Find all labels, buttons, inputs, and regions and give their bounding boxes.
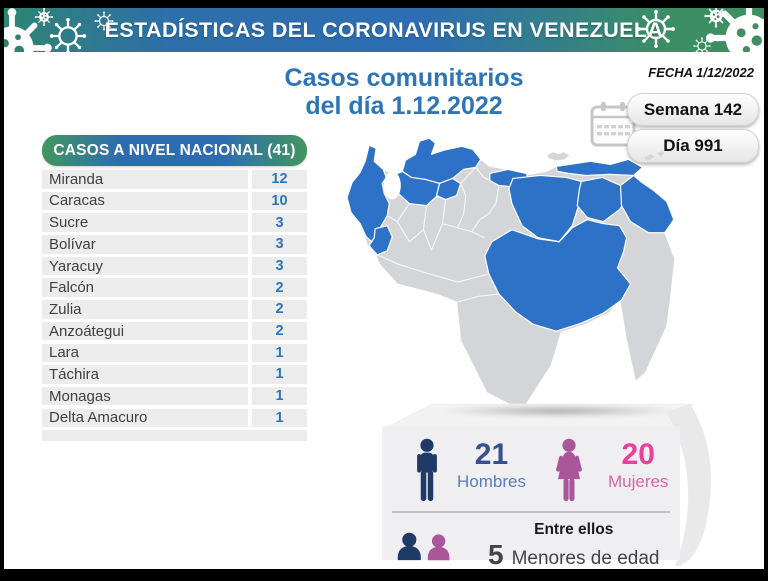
minors-line2: 5 Menores de edad [488, 539, 659, 569]
state-cases: 3 [252, 235, 307, 254]
table-row: Delta Amacuro 1 [42, 408, 307, 428]
date-label: FECHA 1/12/2022 [648, 65, 754, 80]
page-title: ESTADÍSTICAS DEL CORONAVIRUS EN VENEZUEL… [104, 17, 664, 42]
state-name: Falcón [42, 278, 248, 298]
man-icon [417, 438, 437, 502]
state-cases: 3 [252, 256, 307, 276]
gender-row: 21 Hombres 20 Mujeres [382, 426, 680, 504]
women-stat: 20 Mujeres [608, 440, 668, 492]
table-row: Táchira 1 [42, 365, 307, 384]
state-name: Lara [42, 343, 248, 363]
state-name: Monagas [42, 386, 248, 406]
infographic-canvas: ESTADÍSTICAS DEL CORONAVIRUS EN VENEZUEL… [4, 8, 764, 569]
cases-table-footer-strip [42, 430, 307, 442]
minors-intro: Entre ellos [534, 521, 614, 538]
day-badge: Día 991 [627, 129, 759, 163]
table-row: Falcón 2 [42, 278, 307, 298]
two-people-icon [397, 532, 450, 561]
state-name: Sucre [42, 213, 248, 232]
women-label: Mujeres [607, 472, 669, 491]
week-badge: Semana 142 [627, 93, 759, 126]
venezuela-map [339, 133, 711, 435]
state-name: Miranda [42, 170, 248, 189]
woman-icon [556, 438, 582, 502]
cases-table-header: CASOS A NIVEL NACIONAL (41) [42, 135, 307, 166]
state-name: Caracas [42, 191, 248, 211]
state-cases: 2 [252, 300, 307, 319]
minors-count: 5 [488, 539, 504, 569]
state-cases: 2 [252, 321, 307, 341]
state-cases: 1 [252, 408, 307, 428]
state-cases: 1 [252, 365, 307, 384]
minors-row: Entre ellos 5 Menores de edad [382, 513, 680, 569]
calendar-icon [590, 102, 636, 147]
map-state-sucre [555, 158, 644, 177]
table-row: Lara 1 [42, 343, 307, 363]
subtitle-line1: Casos comunitarios [284, 64, 524, 92]
minors-label: Menores de edad [511, 548, 660, 569]
map-state-delta-amacuro [619, 174, 675, 234]
cases-table-body: Miranda 12 Caracas 10 Sucre 3 Bolívar 3 Yaracuy 3… [42, 170, 307, 428]
table-row: Bolívar 3 [42, 235, 307, 254]
swoosh-decoration [666, 404, 711, 566]
panel-divider [392, 511, 670, 513]
map-state-tachira [368, 225, 393, 256]
table-row: Miranda 12 [42, 170, 307, 189]
women-count: 20 [621, 438, 655, 471]
table-row: Caracas 10 [42, 191, 307, 211]
state-cases: 1 [252, 386, 307, 406]
state-cases: 2 [252, 278, 307, 298]
men-stat: 21 Hombres [457, 440, 526, 492]
table-row: Sucre 3 [42, 213, 307, 232]
map-state-anzoategui [508, 174, 582, 243]
map-island-small-2 [656, 151, 665, 157]
map-state-monagas [576, 176, 631, 223]
state-name: Bolívar [42, 235, 248, 254]
cases-table: CASOS A NIVEL NACIONAL (41) Miranda 12 Car… [42, 135, 307, 442]
subtitle-line2: del día 1.12.2022 [305, 92, 503, 120]
men-label: Hombres [457, 472, 526, 491]
table-row: Zulia 2 [42, 300, 307, 319]
state-cases: 12 [252, 170, 307, 189]
state-cases: 3 [252, 213, 307, 232]
table-row: Yaracuy 3 [42, 256, 307, 276]
table-row: Anzoátegui 2 [42, 321, 307, 341]
state-name: Delta Amacuro [42, 408, 248, 428]
demographics-panel: 21 Hombres 20 Mujeres [382, 426, 680, 569]
map-island-small [644, 154, 655, 161]
state-name: Yaracuy [42, 256, 248, 276]
state-name: Táchira [42, 365, 248, 384]
state-name: Anzoátegui [42, 321, 248, 341]
state-cases: 10 [252, 191, 307, 211]
men-count: 21 [474, 438, 509, 471]
map-state-yaracuy [435, 177, 462, 201]
minors-stat: Entre ellos 5 Menores de edad [488, 521, 659, 569]
map-lake-maracaibo [383, 171, 401, 200]
subtitle: Casos comunitarios del día 1.12.2022 [234, 64, 574, 120]
state-name: Zulia [42, 300, 248, 319]
map-platform-shadow [382, 403, 694, 429]
header-banner: ESTADÍSTICAS DEL CORONAVIRUS EN VENEZUEL… [4, 8, 764, 52]
map-island-margarita [547, 152, 570, 161]
state-cases: 1 [252, 343, 307, 363]
table-row: Monagas 1 [42, 386, 307, 406]
map-state-bolivar [484, 219, 632, 332]
map-cast-shadow [438, 405, 679, 418]
